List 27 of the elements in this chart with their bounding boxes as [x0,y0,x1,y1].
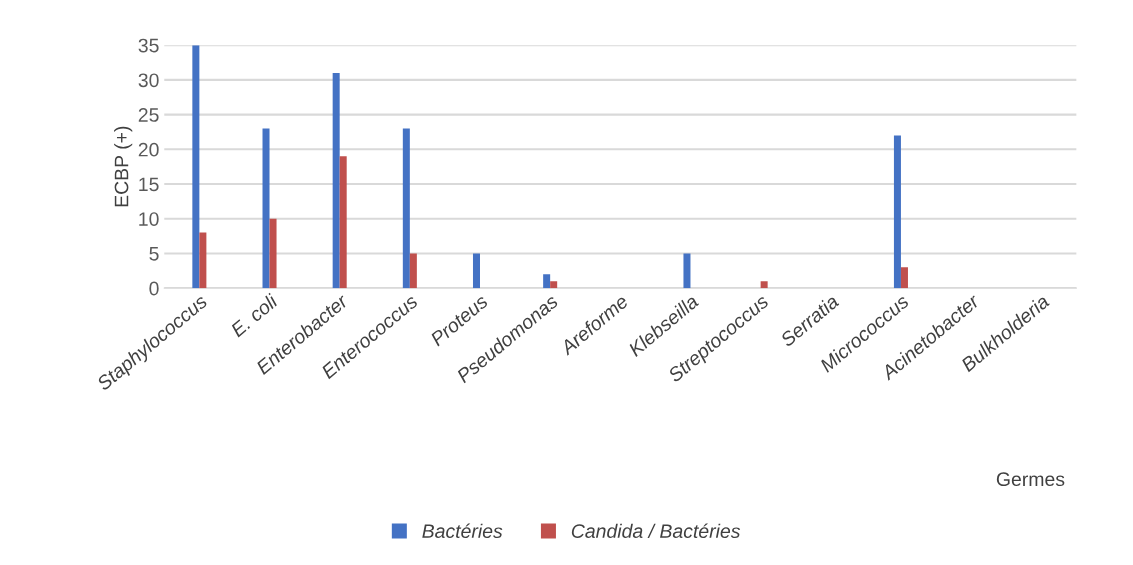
bar [192,45,200,289]
y-tick-label: 30 [138,73,159,88]
y-tick-label: 5 [149,247,159,261]
bar [472,253,480,289]
bar [760,281,768,289]
bar [402,128,410,289]
bar [339,156,347,289]
y-tick-label: 20 [138,142,159,157]
bar [332,72,340,289]
bar [269,218,277,289]
y-axis-title: ECBP (+) [114,126,133,207]
y-tick-label: 10 [139,212,159,226]
legend-label: Candida / Bactéries [571,523,741,539]
y-tick-label: 0 [149,281,159,296]
bar [893,135,901,289]
y-tick-label: 35 [138,38,159,53]
bar [543,274,551,289]
y-tick-label: 25 [138,108,159,122]
bar [199,232,207,289]
y-tick-label: 15 [139,177,159,192]
bar [262,128,270,289]
legend-label: Bactéries [422,523,503,539]
bar [550,281,558,289]
bar [683,253,691,289]
bar [409,253,417,289]
bar [900,267,908,289]
x-axis-title: Germes [996,472,1065,487]
